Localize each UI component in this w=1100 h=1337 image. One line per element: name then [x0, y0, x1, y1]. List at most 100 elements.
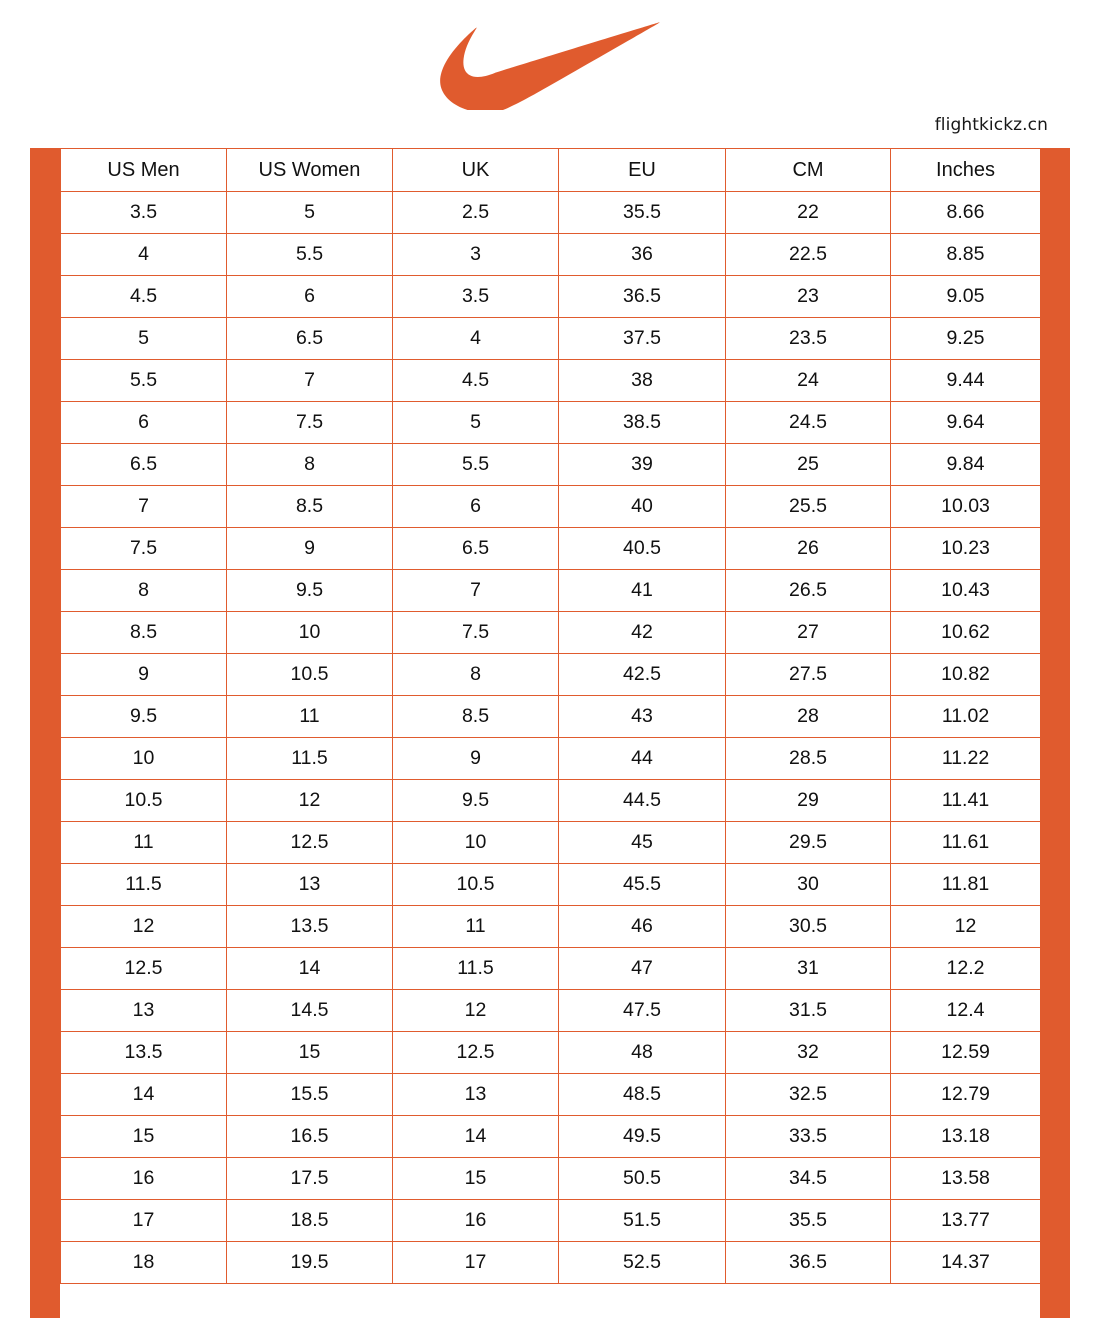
table-row: 9 10.5 8 42.5 27.5 10.82 — [60, 653, 1041, 696]
cell-uk: 3.5 — [392, 275, 559, 318]
cell-inches: 10.62 — [890, 611, 1041, 654]
column-header-cm: CM — [725, 148, 891, 192]
cell-inches: 12.2 — [890, 947, 1041, 990]
cell-inches: 9.44 — [890, 359, 1041, 402]
cell-inches: 11.22 — [890, 737, 1041, 780]
cell-uk: 11 — [392, 905, 559, 948]
table-row: 12.5 14 11.5 47 31 12.2 — [60, 947, 1041, 990]
cell-cm: 25 — [725, 443, 891, 486]
cell-cm: 34.5 — [725, 1157, 891, 1200]
cell-cm: 31 — [725, 947, 891, 990]
cell-uk: 2.5 — [392, 191, 559, 234]
cell-us-men: 5.5 — [60, 359, 227, 402]
cell-uk: 3 — [392, 233, 559, 276]
table-row: 7.5 9 6.5 40.5 26 10.23 — [60, 527, 1041, 570]
table-row: 14 15.5 13 48.5 32.5 12.79 — [60, 1073, 1041, 1116]
cell-uk: 5.5 — [392, 443, 559, 486]
cell-us-women: 5.5 — [226, 233, 393, 276]
cell-uk: 7.5 — [392, 611, 559, 654]
nike-swoosh-logo — [440, 22, 660, 110]
cell-cm: 32 — [725, 1031, 891, 1074]
cell-inches: 13.77 — [890, 1199, 1041, 1242]
cell-eu: 40.5 — [558, 527, 726, 570]
logo-header: flightkickz.cn — [0, 0, 1100, 150]
cell-eu: 47 — [558, 947, 726, 990]
cell-cm: 26 — [725, 527, 891, 570]
column-header-eu: EU — [558, 148, 726, 192]
cell-us-women: 13.5 — [226, 905, 393, 948]
cell-uk: 15 — [392, 1157, 559, 1200]
table-row: 8.5 10 7.5 42 27 10.62 — [60, 611, 1041, 654]
cell-us-men: 8.5 — [60, 611, 227, 654]
cell-inches: 13.18 — [890, 1115, 1041, 1158]
cell-inches: 9.64 — [890, 401, 1041, 444]
right-accent-bar — [1040, 148, 1070, 1318]
cell-us-women: 14.5 — [226, 989, 393, 1032]
cell-us-women: 7 — [226, 359, 393, 402]
cell-us-men: 9.5 — [60, 695, 227, 738]
table-row: 13.5 15 12.5 48 32 12.59 — [60, 1031, 1041, 1074]
cell-inches: 12.79 — [890, 1073, 1041, 1116]
cell-cm: 32.5 — [725, 1073, 891, 1116]
cell-us-women: 17.5 — [226, 1157, 393, 1200]
cell-cm: 23.5 — [725, 317, 891, 360]
cell-uk: 13 — [392, 1073, 559, 1116]
cell-cm: 29 — [725, 779, 891, 822]
table-row: 8 9.5 7 41 26.5 10.43 — [60, 569, 1041, 612]
cell-eu: 41 — [558, 569, 726, 612]
cell-inches: 10.03 — [890, 485, 1041, 528]
size-chart-frame: US Men US Women UK EU CM Inches 3.5 5 2.5 35.5 22… — [30, 148, 1070, 1318]
cell-us-women: 8.5 — [226, 485, 393, 528]
table-row: 10.5 12 9.5 44.5 29 11.41 — [60, 779, 1041, 822]
cell-us-women: 8 — [226, 443, 393, 486]
cell-eu: 35.5 — [558, 191, 726, 234]
cell-inches: 12.4 — [890, 989, 1041, 1032]
cell-us-men: 18 — [60, 1241, 227, 1284]
cell-eu: 47.5 — [558, 989, 726, 1032]
cell-eu: 39 — [558, 443, 726, 486]
cell-cm: 23 — [725, 275, 891, 318]
table-body: 3.5 5 2.5 35.5 22 8.66 4 5.5 3 36 22.5 8.85 4.5 6 3.5 3… — [60, 191, 1041, 1284]
cell-cm: 27 — [725, 611, 891, 654]
table-row: 17 18.5 16 51.5 35.5 13.77 — [60, 1199, 1041, 1242]
cell-uk: 11.5 — [392, 947, 559, 990]
cell-eu: 44 — [558, 737, 726, 780]
cell-inches: 11.61 — [890, 821, 1041, 864]
cell-us-men: 4.5 — [60, 275, 227, 318]
cell-uk: 4.5 — [392, 359, 559, 402]
cell-us-women: 16.5 — [226, 1115, 393, 1158]
cell-uk: 9 — [392, 737, 559, 780]
cell-cm: 31.5 — [725, 989, 891, 1032]
cell-uk: 8 — [392, 653, 559, 696]
shoe-size-conversion-table: US Men US Women UK EU CM Inches 3.5 5 2.5 35.5 22… — [60, 148, 1041, 1284]
cell-us-women: 14 — [226, 947, 393, 990]
table-row: 5.5 7 4.5 38 24 9.44 — [60, 359, 1041, 402]
cell-eu: 36.5 — [558, 275, 726, 318]
cell-us-women: 11.5 — [226, 737, 393, 780]
cell-eu: 38 — [558, 359, 726, 402]
cell-uk: 12 — [392, 989, 559, 1032]
cell-us-women: 7.5 — [226, 401, 393, 444]
cell-eu: 42 — [558, 611, 726, 654]
cell-uk: 14 — [392, 1115, 559, 1158]
cell-uk: 8.5 — [392, 695, 559, 738]
table-row: 11 12.5 10 45 29.5 11.61 — [60, 821, 1041, 864]
table-row: 9.5 11 8.5 43 28 11.02 — [60, 695, 1041, 738]
cell-us-men: 4 — [60, 233, 227, 276]
table-row: 13 14.5 12 47.5 31.5 12.4 — [60, 989, 1041, 1032]
cell-cm: 24 — [725, 359, 891, 402]
cell-eu: 45.5 — [558, 863, 726, 906]
cell-uk: 10.5 — [392, 863, 559, 906]
table-row: 15 16.5 14 49.5 33.5 13.18 — [60, 1115, 1041, 1158]
cell-us-women: 18.5 — [226, 1199, 393, 1242]
column-header-us-men: US Men — [60, 148, 227, 192]
column-header-inches: Inches — [890, 148, 1041, 192]
cell-inches: 8.66 — [890, 191, 1041, 234]
cell-eu: 36 — [558, 233, 726, 276]
site-watermark: flightkickz.cn — [934, 115, 1048, 135]
cell-uk: 7 — [392, 569, 559, 612]
cell-cm: 30.5 — [725, 905, 891, 948]
cell-us-men: 12 — [60, 905, 227, 948]
cell-uk: 10 — [392, 821, 559, 864]
cell-uk: 4 — [392, 317, 559, 360]
